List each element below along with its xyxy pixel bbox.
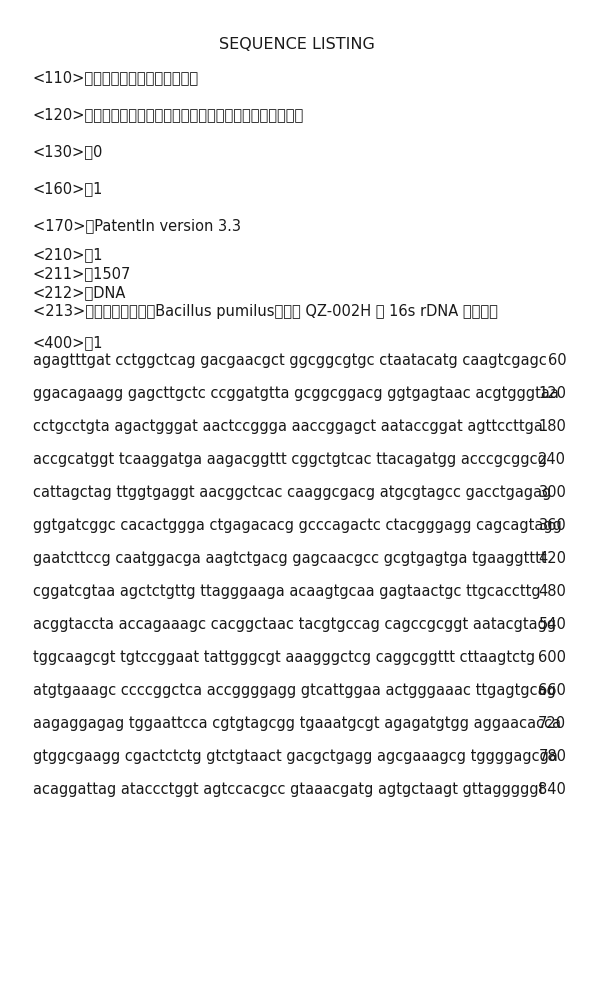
Text: acaggattag ataccctggt agtccacgcc gtaaacgatg agtgctaagt gttagggggt: acaggattag ataccctggt agtccacgcc gtaaacg… [33,782,544,797]
Text: 180: 180 [538,419,566,434]
Text: <160>　1: <160> 1 [33,181,103,196]
Text: <211>　1507: <211> 1507 [33,266,131,281]
Text: ggacagaagg gagcttgctc ccggatgtta gcggcggacg ggtgagtaac acgtgggtaa: ggacagaagg gagcttgctc ccggatgtta gcggcgg… [33,386,559,401]
Text: 840: 840 [538,782,566,797]
Text: 240: 240 [538,452,566,467]
Text: tggcaagcgt tgtccggaat tattgggcgt aaagggctcg caggcggttt cttaagtctg: tggcaagcgt tgtccggaat tattgggcgt aaagggc… [33,650,535,665]
Text: cggatcgtaa agctctgttg ttagggaaga acaagtgcaa gagtaactgc ttgcaccttg: cggatcgtaa agctctgttg ttagggaaga acaagtg… [33,584,540,599]
Text: <210>　1: <210> 1 [33,247,103,262]
Text: accgcatggt tcaaggatga aagacggttt cggctgtcac ttacagatgg acccgcggcg: accgcatggt tcaaggatga aagacggttt cggctgt… [33,452,547,467]
Text: <110>　青岛中达生物技术有限公司: <110> 青岛中达生物技术有限公司 [33,70,199,85]
Text: acggtaccta accagaaagc cacggctaac tacgtgccag cagccgcggt aatacgtagg: acggtaccta accagaaagc cacggctaac tacgtgc… [33,617,556,632]
Text: cctgcctgta agactgggat aactccggga aaccggagct aataccggat agttccttga: cctgcctgta agactgggat aactccggga aaccgga… [33,419,543,434]
Text: 120: 120 [538,386,566,401]
Text: <213>　短小芽孢束菌（Bacillus pumilus）菌株 QZ-002H 的 16s rDNA 基因序列: <213> 短小芽孢束菌（Bacillus pumilus）菌株 QZ-002H… [33,304,498,319]
Text: <120>　一株短小芽孢束菌及其在防治苹果斑点落叶病中的应用: <120> 一株短小芽孢束菌及其在防治苹果斑点落叶病中的应用 [33,107,304,122]
Text: ggtgatcggc cacactggga ctgagacacg gcccagactc ctacgggagg cagcagtagg: ggtgatcggc cacactggga ctgagacacg gcccaga… [33,518,562,533]
Text: SEQUENCE LISTING: SEQUENCE LISTING [219,37,374,52]
Text: <130>　0: <130> 0 [33,144,103,159]
Text: 780: 780 [538,749,566,764]
Text: <400>　1: <400> 1 [33,335,103,350]
Text: <170>　PatentIn version 3.3: <170> PatentIn version 3.3 [33,218,241,233]
Text: 720: 720 [538,716,566,731]
Text: 420: 420 [538,551,566,566]
Text: agagtttgat cctggctcag gacgaacgct ggcggcgtgc ctaatacatg caagtcgagc: agagtttgat cctggctcag gacgaacgct ggcggcg… [33,353,547,368]
Text: 540: 540 [538,617,566,632]
Text: 300: 300 [538,485,566,500]
Text: cattagctag ttggtgaggt aacggctcac caaggcgacg atgcgtagcc gacctgagag: cattagctag ttggtgaggt aacggctcac caaggcg… [33,485,551,500]
Text: <212>　DNA: <212> DNA [33,285,126,300]
Text: gtggcgaagg cgactctctg gtctgtaact gacgctgagg agcgaaagcg tggggagcga: gtggcgaagg cgactctctg gtctgtaact gacgctg… [33,749,557,764]
Text: atgtgaaagc ccccggctca accggggagg gtcattggaa actgggaaac ttgagtgcag: atgtgaaagc ccccggctca accggggagg gtcattg… [33,683,556,698]
Text: 600: 600 [538,650,566,665]
Text: aagaggagag tggaattcca cgtgtagcgg tgaaatgcgt agagatgtgg aggaacacca: aagaggagag tggaattcca cgtgtagcgg tgaaatg… [33,716,561,731]
Text: 480: 480 [538,584,566,599]
Text: 660: 660 [538,683,566,698]
Text: 360: 360 [538,518,566,533]
Text: gaatcttccg caatggacga aagtctgacg gagcaacgcc gcgtgagtga tgaaggtttt: gaatcttccg caatggacga aagtctgacg gagcaac… [33,551,546,566]
Text: 60: 60 [548,353,566,368]
